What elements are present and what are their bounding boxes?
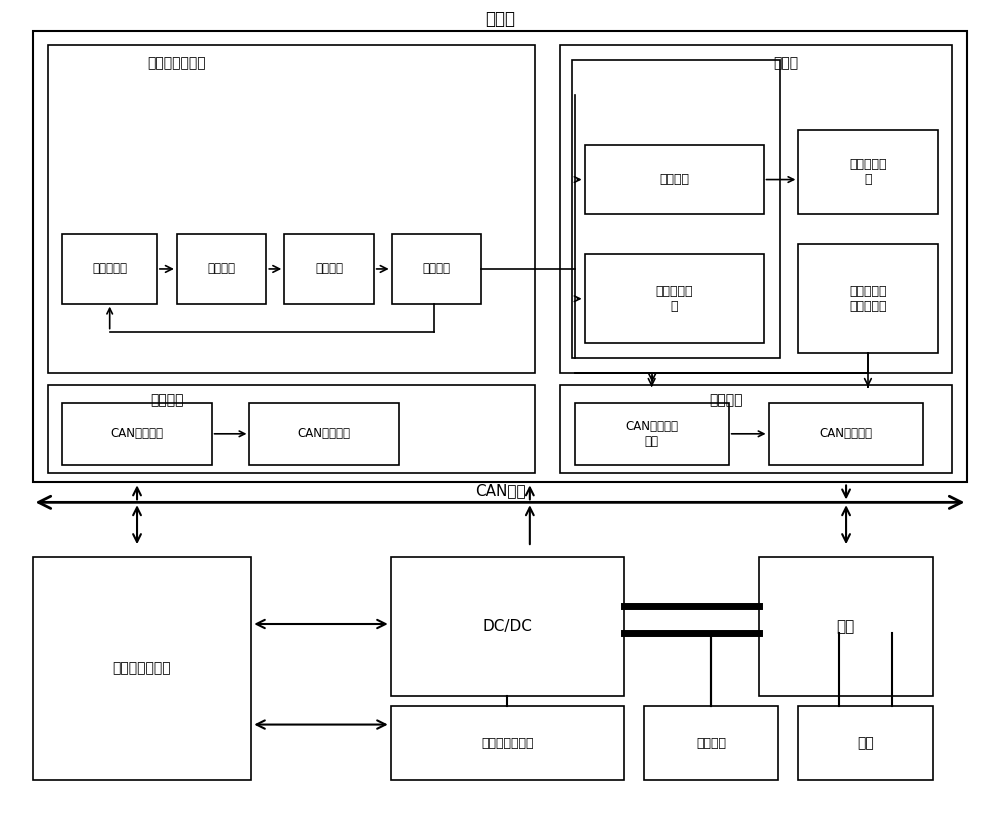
- Text: 数据显示控
件: 数据显示控 件: [655, 285, 693, 313]
- Text: CAN协议数据
转换: CAN协议数据 转换: [625, 420, 678, 448]
- Text: DC/DC: DC/DC: [483, 619, 532, 634]
- Bar: [62, 403, 212, 464]
- Text: 双向电源: 双向电源: [696, 737, 726, 750]
- Bar: [177, 234, 266, 304]
- Text: 实时曲线: 实时曲线: [659, 173, 689, 186]
- Text: CAN报文发送: CAN报文发送: [819, 428, 872, 441]
- Bar: [575, 403, 729, 464]
- Text: 连接数据库: 连接数据库: [92, 263, 127, 276]
- Text: 燃料电池控制器: 燃料电池控制器: [113, 662, 171, 676]
- Bar: [572, 60, 780, 359]
- Text: CAN报文采集: CAN报文采集: [111, 428, 164, 441]
- Text: CAN总线: CAN总线: [475, 483, 525, 498]
- Bar: [560, 46, 952, 373]
- Bar: [560, 385, 952, 472]
- Text: 历史曲线显
示: 历史曲线显 示: [849, 158, 887, 186]
- Bar: [33, 31, 967, 482]
- Text: 数据输入框
及控制按钮: 数据输入框 及控制按钮: [849, 285, 887, 313]
- Bar: [798, 244, 938, 354]
- Text: 接收线程: 接收线程: [150, 393, 184, 407]
- Text: 数值绑定: 数值绑定: [208, 263, 236, 276]
- Text: 数据库存储线程: 数据库存储线程: [147, 56, 206, 71]
- Text: 负载: 负载: [836, 619, 855, 634]
- Text: 燃料电池发动机: 燃料电池发动机: [481, 737, 534, 750]
- Bar: [585, 145, 764, 215]
- Bar: [759, 557, 933, 696]
- Text: 主线程: 主线程: [773, 56, 798, 71]
- Bar: [392, 234, 481, 304]
- Text: 发送线程: 发送线程: [709, 393, 743, 407]
- Bar: [48, 385, 535, 472]
- Bar: [284, 234, 374, 304]
- Bar: [62, 234, 157, 304]
- Bar: [391, 557, 624, 696]
- Text: CAN报文解析: CAN报文解析: [297, 428, 350, 441]
- Bar: [798, 130, 938, 215]
- Text: 数据存储: 数据存储: [315, 263, 343, 276]
- Bar: [391, 706, 624, 780]
- Bar: [249, 403, 399, 464]
- Bar: [798, 706, 933, 780]
- Bar: [769, 403, 923, 464]
- Text: 数据提取: 数据提取: [422, 263, 450, 276]
- Bar: [644, 706, 778, 780]
- Bar: [585, 254, 764, 343]
- Bar: [48, 46, 535, 373]
- Bar: [33, 557, 251, 780]
- Text: 上位机: 上位机: [485, 10, 515, 28]
- Text: 电网: 电网: [857, 737, 874, 750]
